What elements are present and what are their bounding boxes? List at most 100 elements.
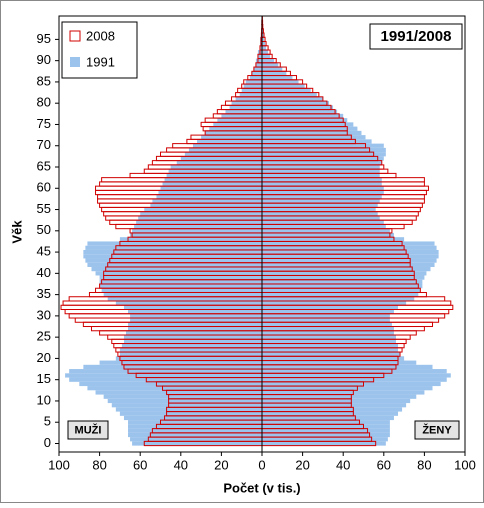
bar [262, 110, 337, 114]
bar [87, 263, 262, 267]
y-tick-label: 25 [37, 329, 51, 344]
bar [262, 229, 390, 233]
bar [262, 331, 394, 335]
bar [262, 169, 380, 173]
bar [262, 344, 398, 348]
bar [100, 275, 262, 279]
bar [262, 327, 394, 331]
bar [262, 199, 380, 203]
bar [240, 93, 262, 97]
bar [262, 118, 347, 122]
bar [256, 59, 262, 63]
bar [108, 297, 262, 301]
bar [96, 390, 262, 394]
bar [262, 101, 329, 105]
bar [120, 348, 262, 352]
bar [130, 437, 262, 441]
bar [262, 437, 388, 441]
bar [128, 420, 262, 424]
bar [262, 369, 447, 373]
x-tick-label: 100 [454, 457, 476, 472]
x-tick-label: 40 [174, 457, 188, 472]
y-tick-label: 90 [37, 52, 51, 67]
bar [128, 327, 262, 331]
bar [169, 169, 262, 173]
bar [262, 365, 433, 369]
bar [120, 412, 262, 416]
bar [262, 416, 394, 420]
bar [262, 390, 424, 394]
bar [130, 233, 262, 237]
bar [262, 67, 282, 71]
x-tick-label: 80 [417, 457, 431, 472]
bar [236, 97, 262, 101]
bar [116, 301, 262, 305]
bar [130, 318, 262, 322]
bar [108, 399, 262, 403]
bar [185, 152, 262, 156]
bar [262, 84, 305, 88]
y-tick-label: 65 [37, 158, 51, 173]
bar [167, 173, 262, 177]
y-tick-label: 55 [37, 201, 51, 216]
bar [262, 165, 380, 169]
bar [262, 161, 382, 165]
bar [100, 280, 262, 284]
x-tick-label: 80 [92, 457, 106, 472]
bar [262, 412, 398, 416]
bar [242, 88, 262, 92]
bar [262, 135, 366, 139]
bar [262, 186, 384, 190]
bar [79, 382, 262, 386]
bar [124, 305, 262, 309]
bar [262, 305, 398, 309]
bar [262, 76, 292, 80]
y-tick-label: 15 [37, 371, 51, 386]
bar [262, 314, 390, 318]
bar [262, 148, 386, 152]
bar [150, 203, 262, 207]
bar [134, 224, 262, 228]
bar [126, 331, 262, 335]
bar [262, 322, 392, 326]
bar [116, 407, 262, 411]
bar [100, 361, 262, 365]
x-tick-label: 60 [133, 457, 147, 472]
bar [262, 420, 390, 424]
bar [246, 80, 262, 84]
bar [262, 356, 404, 360]
bar [152, 199, 262, 203]
bar [232, 101, 262, 105]
bar [128, 310, 262, 314]
bar [262, 373, 451, 377]
left-label: MUŽI [75, 423, 102, 436]
bar [262, 399, 410, 403]
x-tick-label: 40 [336, 457, 350, 472]
bar [244, 84, 262, 88]
x-tick-label: 0 [258, 457, 265, 472]
bar [262, 433, 390, 437]
bar [83, 250, 262, 254]
bar [262, 59, 274, 63]
bar [262, 46, 266, 50]
bar [120, 237, 262, 241]
bar [132, 441, 262, 445]
bar [262, 241, 435, 245]
bar [262, 441, 386, 445]
bar [69, 369, 262, 373]
bar [262, 407, 402, 411]
bar [124, 416, 262, 420]
right-label: ŽENY [422, 423, 452, 436]
y-tick-label: 60 [37, 180, 51, 195]
bar [171, 165, 262, 169]
bar [252, 71, 262, 75]
bar [262, 195, 382, 199]
bar [87, 241, 262, 245]
y-tick-label: 50 [37, 222, 51, 237]
x-tick-label: 60 [377, 457, 391, 472]
bar [262, 50, 268, 54]
bar [156, 195, 262, 199]
bar [262, 127, 357, 131]
bar [132, 229, 262, 233]
bar [209, 127, 262, 131]
